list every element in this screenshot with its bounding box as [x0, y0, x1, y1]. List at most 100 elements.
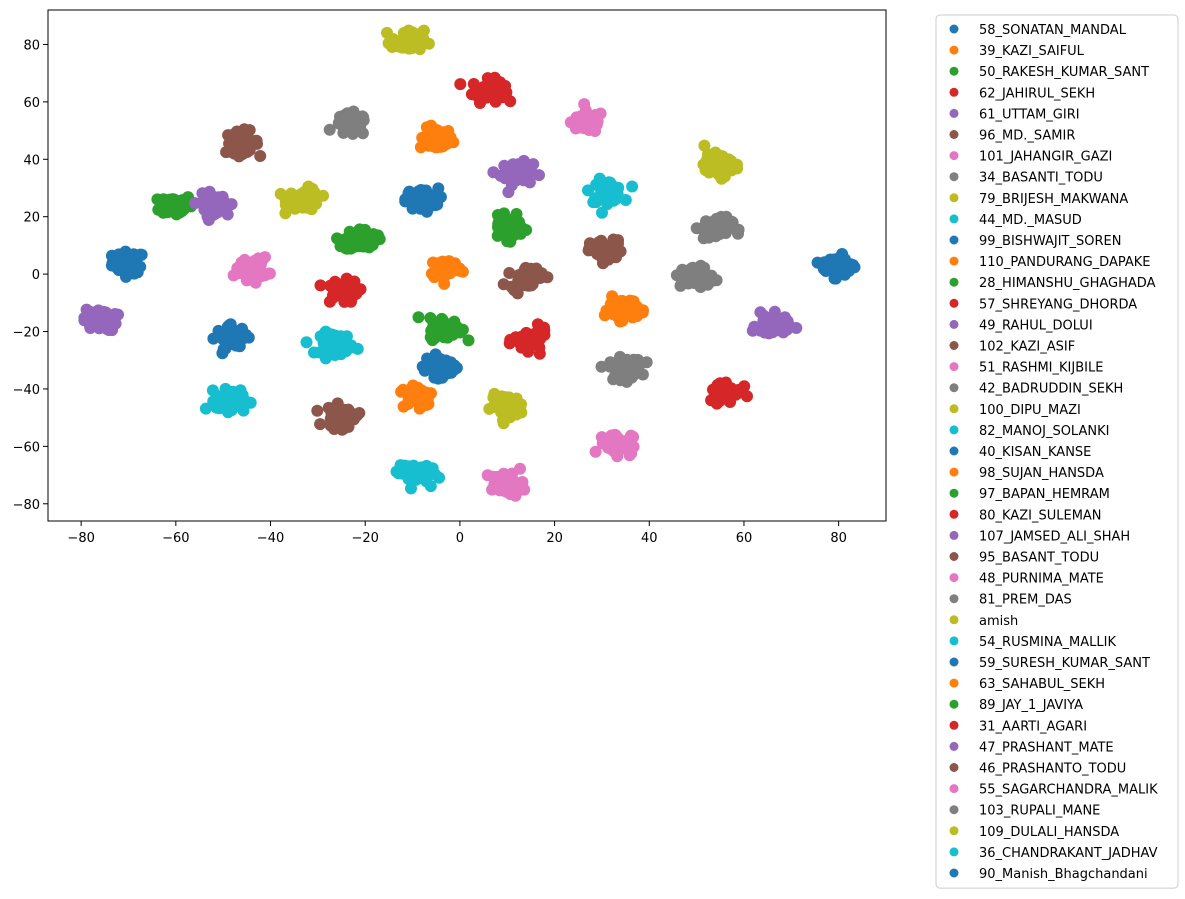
legend-marker [949, 657, 959, 667]
data-point [585, 116, 598, 129]
legend-marker [949, 784, 959, 794]
data-point [350, 409, 363, 422]
legend-marker [949, 87, 959, 97]
data-point [741, 390, 753, 403]
series-21 [598, 290, 649, 328]
data-point [250, 259, 263, 272]
x-tick-label: −40 [257, 531, 284, 546]
x-tick-label: 0 [456, 531, 464, 546]
data-point [502, 186, 515, 199]
data-point [462, 334, 475, 347]
data-point [501, 224, 514, 236]
data-point [594, 107, 607, 120]
data-point [233, 128, 245, 141]
data-point [332, 339, 345, 352]
data-point [431, 198, 444, 211]
data-point [407, 387, 419, 400]
legend-marker [949, 298, 959, 308]
legend-marker [949, 172, 959, 182]
legend-marker [949, 24, 959, 34]
data-point [826, 261, 839, 274]
y-tick-label: 40 [23, 153, 40, 168]
series-28 [381, 24, 435, 56]
data-point [505, 480, 518, 493]
data-point [607, 187, 620, 200]
x-tick-label: 20 [546, 531, 563, 546]
legend-marker [949, 66, 959, 76]
data-point [504, 95, 517, 108]
data-point [682, 277, 695, 290]
data-point [713, 152, 726, 165]
data-point [725, 158, 738, 171]
series-34 [189, 185, 238, 226]
data-point [698, 224, 711, 237]
data-point [155, 197, 168, 210]
legend-entry-label: 81_PREM_DAS [979, 593, 1072, 608]
data-point [240, 274, 253, 287]
data-point [95, 315, 108, 328]
data-point [767, 314, 780, 327]
data-point [579, 104, 592, 117]
series-33 [705, 376, 753, 410]
data-point [483, 402, 496, 415]
data-point [433, 471, 446, 484]
legend-marker [949, 214, 959, 224]
data-point [354, 283, 367, 296]
data-point [605, 434, 618, 447]
data-point [408, 27, 421, 40]
legend-entry-label: 36_CHANDRAKANT_JADHAV [979, 846, 1158, 861]
data-point [88, 307, 101, 320]
series-13 [314, 272, 367, 308]
data-point [754, 306, 767, 319]
data-point [372, 229, 384, 242]
data-point [685, 262, 698, 275]
data-point [211, 201, 224, 214]
legend-marker [949, 467, 959, 477]
data-point [705, 273, 717, 285]
data-point [418, 36, 431, 48]
data-point [314, 418, 327, 431]
data-point [589, 445, 602, 458]
data-point [607, 373, 620, 386]
legend-entry-label: 42_BADRUDDIN_SEKH [979, 382, 1123, 397]
y-axis: −80 −60 −40 −20 0 20 40 60 80 [13, 38, 48, 513]
data-point [621, 439, 634, 452]
legend-marker [949, 741, 959, 751]
legend-entry-label: 82_MANOJ_SOLANKI [979, 424, 1109, 439]
data-point [207, 332, 220, 345]
data-point [676, 263, 689, 276]
data-point [240, 395, 253, 408]
data-point [228, 387, 241, 400]
data-point [449, 361, 461, 374]
legend-entry-label: 103_RUPALI_MANE [979, 804, 1100, 819]
data-point [210, 401, 223, 414]
data-point [425, 131, 438, 143]
data-point [323, 123, 336, 136]
series-4 [487, 154, 545, 199]
series-24 [746, 305, 803, 340]
data-point [513, 333, 526, 346]
data-point [454, 78, 467, 91]
legend-marker [949, 151, 959, 161]
legend-entry-label: 28_HIMANSHU_GHAGHADA [979, 276, 1156, 291]
legend-entry-label: 39_KAZI_SAIFUL [979, 44, 1085, 59]
data-point [124, 261, 137, 274]
data-point [595, 360, 608, 373]
data-point [322, 401, 335, 414]
series-10 [399, 182, 447, 218]
data-point [339, 241, 352, 254]
legend-entry-label: 50_RAKESH_KUMAR_SANT [979, 65, 1149, 80]
data-point [488, 88, 501, 101]
data-point [428, 140, 440, 152]
x-tick-label: −20 [351, 531, 378, 546]
y-tick-label: 20 [23, 211, 40, 226]
legend-marker [949, 130, 959, 139]
legend-marker [949, 404, 959, 414]
data-point [428, 371, 441, 384]
data-point [412, 311, 425, 324]
legend-entry-label: 109_DULALI_HANSDA [979, 825, 1119, 840]
data-point [292, 192, 304, 205]
series-26 [589, 428, 640, 463]
legend-entry-label: 100_DIPU_MAZI [979, 403, 1081, 418]
legend-entry-label: 55_SAGARCHANDRA_MALIK [979, 783, 1158, 798]
